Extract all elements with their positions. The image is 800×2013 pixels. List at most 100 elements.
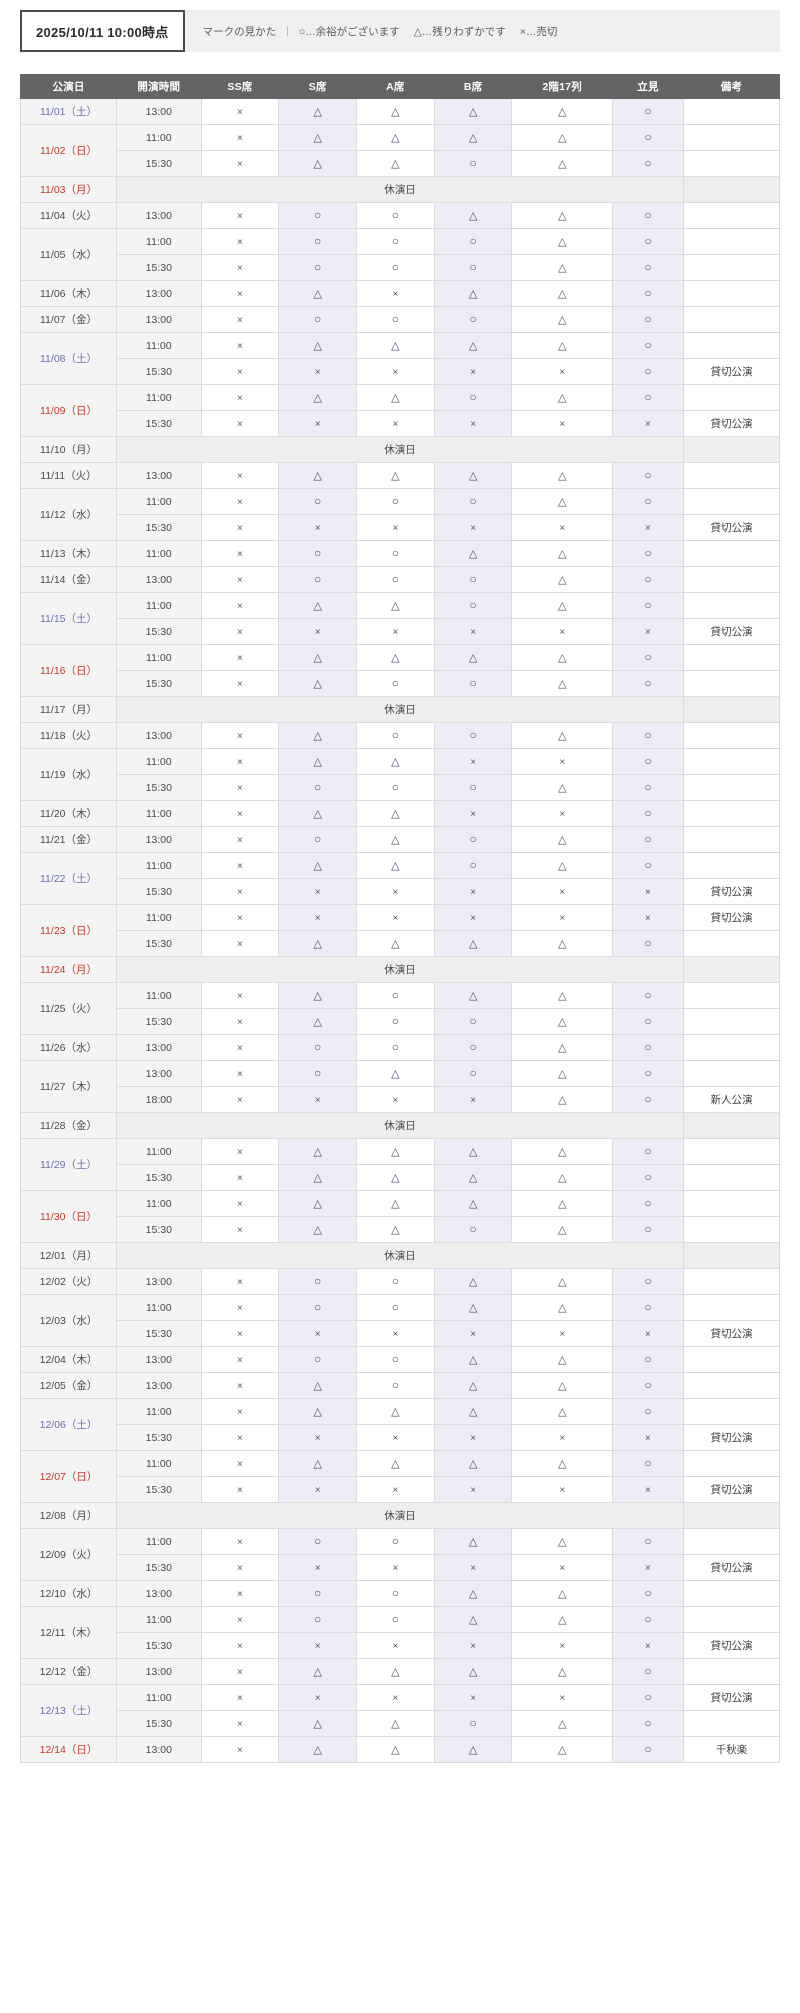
availability-ss-seat: × <box>200 1554 280 1581</box>
availability-mark-icon: × <box>645 1328 651 1340</box>
availability-s-seat: △ <box>278 462 358 489</box>
availability-ss-seat: × <box>200 1450 280 1477</box>
availability-mark-icon: × <box>237 1432 243 1444</box>
availability-mark-icon: × <box>559 1432 566 1444</box>
remarks-cell: 貸切公演 <box>682 1632 781 1659</box>
availability-b-seat: ○ <box>433 1008 513 1035</box>
remarks-cell <box>682 98 781 125</box>
availability-mark-icon: △ <box>391 859 400 872</box>
availability-mark-icon: △ <box>558 1535 567 1548</box>
availability-mark-icon: × <box>237 1224 243 1236</box>
availability-mark-icon: × <box>237 314 243 326</box>
remarks-cell <box>682 462 781 489</box>
start-time: 11:00 <box>116 228 202 255</box>
availability-mark-icon: × <box>237 418 243 430</box>
availability-ss-seat: × <box>200 1086 280 1113</box>
performance-schedule-table: 公演日 開演時間 SS席 S席 A席 B席 2階17列 立見 備考 11/01（… <box>19 74 781 1763</box>
availability-mark-icon: △ <box>313 807 322 820</box>
availability-mark-icon: × <box>314 366 321 378</box>
availability-mark-icon: × <box>237 236 243 248</box>
table-row: 15:30 × × × × × × 貸切公演 <box>21 410 781 437</box>
availability-s-seat: ○ <box>278 1294 358 1321</box>
remarks-cell <box>682 1164 781 1191</box>
availability-a-seat: × <box>356 280 435 307</box>
availability-b-seat: ○ <box>433 1216 513 1243</box>
availability-mark-icon: △ <box>558 1301 567 1314</box>
performance-date: 11/20（木） <box>19 800 118 827</box>
availability-2f-row17: △ <box>511 1164 614 1191</box>
availability-s-seat: △ <box>278 982 358 1009</box>
start-time: 13:00 <box>116 1268 202 1295</box>
start-time: 15:30 <box>116 1008 202 1035</box>
table-row: 15:30 × × × × × ○ 貸切公演 <box>21 358 781 385</box>
availability-a-seat: ○ <box>356 228 435 255</box>
availability-standing: ○ <box>612 332 684 359</box>
availability-2f-row17: △ <box>511 280 614 307</box>
availability-2f-row17: △ <box>511 982 614 1009</box>
availability-ss-seat: × <box>200 566 280 593</box>
availability-ss-seat: × <box>200 852 280 879</box>
availability-mark-icon: × <box>237 522 243 534</box>
availability-mark-icon: × <box>237 938 243 950</box>
availability-b-seat: × <box>433 878 513 905</box>
availability-mark-icon: × <box>237 808 243 820</box>
availability-2f-row17: × <box>511 1554 614 1581</box>
availability-s-seat: △ <box>278 1736 358 1763</box>
performance-date: 12/14（日） <box>19 1736 118 1763</box>
availability-standing: ○ <box>612 384 684 411</box>
availability-standing: × <box>612 1632 684 1659</box>
availability-mark-icon: × <box>314 1484 321 1496</box>
availability-mark-icon: ○ <box>314 260 322 274</box>
availability-a-seat: ○ <box>356 1294 435 1321</box>
availability-mark-icon: × <box>559 886 566 898</box>
availability-a-seat: △ <box>356 1398 435 1425</box>
availability-mark-icon: ○ <box>644 1534 652 1548</box>
availability-ss-seat: × <box>200 228 280 255</box>
availability-ss-seat: × <box>200 384 280 411</box>
table-row: 12/06（土） 11:00 × △ △ △ △ ○ <box>19 1398 781 1451</box>
remarks-cell <box>682 488 781 515</box>
availability-mark-icon: △ <box>391 1405 400 1418</box>
availability-b-seat: △ <box>433 1736 513 1763</box>
table-row: 11/21（金） 13:00 × ○ △ ○ △ ○ <box>19 826 781 853</box>
availability-mark-icon: △ <box>391 469 400 482</box>
availability-mark-icon: ○ <box>391 1612 400 1626</box>
availability-standing: ○ <box>612 254 684 281</box>
availability-b-seat: △ <box>433 1346 513 1373</box>
availability-s-seat: ○ <box>278 254 358 281</box>
availability-mark-icon: △ <box>313 391 322 404</box>
availability-2f-row17: × <box>511 1632 614 1659</box>
availability-b-seat: ○ <box>433 592 513 619</box>
availability-standing: × <box>612 410 684 437</box>
closed-day-label: 休演日 <box>116 1112 684 1139</box>
availability-mark-icon: △ <box>391 937 400 950</box>
table-row: 15:30 × × × × × × 貸切公演 <box>21 1424 781 1451</box>
availability-mark-icon: × <box>237 1198 243 1210</box>
performance-date: 11/27（木） <box>19 1060 118 1113</box>
availability-2f-row17: △ <box>511 670 614 697</box>
start-time: 15:30 <box>116 1632 202 1659</box>
availability-a-seat: ○ <box>356 1372 435 1399</box>
availability-mark-icon: × <box>237 1016 243 1028</box>
availability-mark-icon: × <box>470 418 477 430</box>
availability-mark-icon: × <box>645 1432 651 1444</box>
availability-mark-icon: △ <box>558 157 567 170</box>
availability-mark-icon: △ <box>468 105 478 118</box>
availability-s-seat: ○ <box>278 306 358 333</box>
availability-s-seat: △ <box>278 1216 358 1243</box>
table-header-row: 公演日 開演時間 SS席 S席 A席 B席 2階17列 立見 備考 <box>19 74 781 99</box>
table-row: 15:30 × △ △ ○ △ ○ <box>21 1216 781 1243</box>
availability-mark-icon: × <box>237 1380 243 1392</box>
availability-standing: × <box>612 1424 684 1451</box>
availability-standing: × <box>612 878 684 905</box>
availability-mark-icon: × <box>314 626 321 638</box>
performance-date: 12/07（日） <box>19 1450 118 1503</box>
availability-ss-seat: × <box>200 1658 280 1685</box>
availability-mark-icon: × <box>237 340 243 352</box>
availability-mark-icon: △ <box>558 1275 567 1288</box>
remarks-cell <box>682 150 781 177</box>
performance-date: 12/09（火） <box>19 1528 118 1581</box>
availability-mark-icon: × <box>392 912 399 924</box>
availability-mark-icon: △ <box>468 1457 478 1470</box>
availability-standing: ○ <box>612 1684 684 1711</box>
